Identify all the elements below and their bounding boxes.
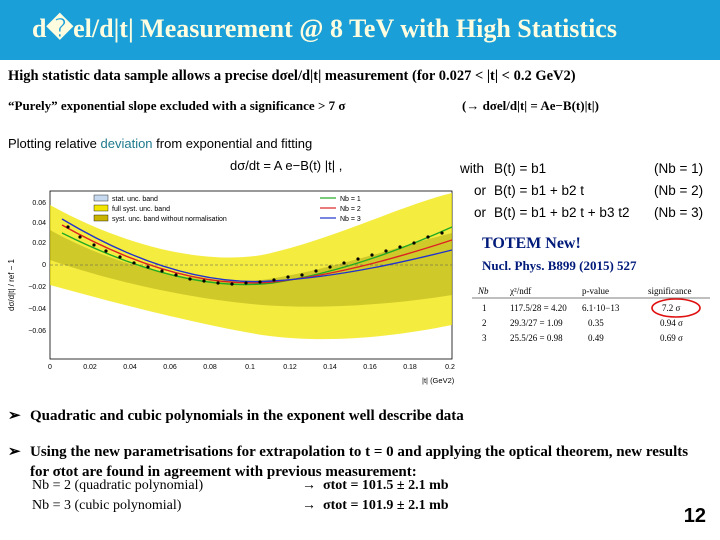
significance-highlight-circle	[651, 298, 701, 318]
y-ticks: 0.06 0.04 0.02 0 −0.02 −0.04 −0.06	[28, 200, 46, 335]
svg-text:7.2 σ: 7.2 σ	[662, 303, 681, 313]
svg-text:117.5/28 = 4.20: 117.5/28 = 4.20	[510, 303, 567, 313]
svg-text:χ²/ndf: χ²/ndf	[509, 286, 531, 296]
curve-nb3	[61, 218, 453, 283]
x-tick-label: 0.02	[83, 364, 97, 371]
plot-legend: stat. unc. band full syst. unc. band sys…	[93, 194, 361, 223]
x-tick-label: 0.04	[123, 364, 137, 371]
result-value: σtot = 101.5 ± 2.1 mb	[323, 478, 449, 493]
svg-text:dσ/d|t| / ref − 1: dσ/d|t| / ref − 1	[7, 258, 16, 311]
x-tick-label: 0.2	[445, 364, 455, 371]
y-tick-label: 0.04	[32, 220, 46, 227]
results-labels: Nb = 2 (quadratic polynomial) Nb = 3 (cu…	[32, 476, 203, 516]
slide-title: d�el/d|t| Measurement @ 8 TeV with High …	[32, 14, 617, 43]
table-row: 1 117.5/28 = 4.20 6.1·10−13 7.2 σ	[482, 303, 681, 313]
plotting-formula: dσ/dt = A e−B(t) |t| ,	[230, 158, 343, 173]
x-tick-label: 0.16	[363, 364, 377, 371]
svg-text:25.5/26 = 0.98: 25.5/26 = 0.98	[510, 333, 563, 343]
arrow-right-icon: →	[302, 498, 323, 513]
intro-text: High statistic data sample allows a prec…	[8, 68, 576, 84]
legend-entry: full syst. unc. band	[112, 206, 170, 213]
y-axis-label: dσ/d|t| / ref − 1	[7, 258, 16, 311]
plotting-text-b: from exponential and fitting	[152, 136, 313, 151]
svg-text:3: 3	[482, 333, 487, 343]
table-row: 3 25.5/26 = 0.98 0.49 0.69 σ	[482, 333, 683, 343]
arrow-bullet-icon: ➢	[8, 408, 21, 424]
arrow-bullet-icon: ➢	[8, 444, 21, 460]
y-tick-label: 0.06	[32, 200, 46, 207]
bullet-item: ➢ Quadratic and cubic polynomials in the …	[8, 408, 464, 424]
totem-new-label: TOTEM New!	[482, 235, 581, 252]
y-tick-label: −0.04	[28, 306, 46, 313]
data-points	[66, 225, 444, 286]
reference-link[interactable]: Nucl. Phys. B899 (2015) 527	[482, 258, 637, 273]
svg-text:0.94 σ: 0.94 σ	[660, 318, 683, 328]
model-item: with B(t) = b1 (Nb = 1)	[460, 161, 704, 176]
svg-text:1: 1	[482, 303, 487, 313]
svg-text:p-value: p-value	[582, 286, 609, 296]
x-tick-label: 0.1	[245, 364, 255, 371]
x-tick-label: 0	[48, 364, 52, 371]
x-tick-label: 0.12	[283, 364, 297, 371]
purely-formula: (→ dσel/d|t| = Ae−B(t)|t|)	[462, 98, 599, 113]
bullet-item: ➢ Using the new parametrisations for ext…	[8, 444, 689, 480]
x-tick-label: 0.18	[403, 364, 417, 371]
svg-text:0.49: 0.49	[588, 333, 604, 343]
svg-text:29.3/27 = 1.09: 29.3/27 = 1.09	[510, 318, 563, 328]
model-item: or B(t) = b1 + b2 t (Nb = 2)	[473, 183, 704, 198]
purely-exponential-text: “Purely” exponential slope excluded with…	[8, 98, 346, 113]
legend-entry: stat. unc. band	[112, 196, 158, 203]
svg-text:6.1·10−13: 6.1·10−13	[582, 303, 620, 313]
syst-band-hatch	[50, 230, 452, 307]
slide-number: 12	[683, 505, 706, 527]
y-tick-label: −0.02	[28, 284, 46, 291]
result-label: Nb = 2 (quadratic polynomial)	[32, 478, 204, 493]
title-bar	[0, 0, 720, 60]
table-header: Nb χ²/ndf p-value significance	[477, 286, 691, 296]
plotting-text: Plotting relative deviation from exponen…	[8, 136, 312, 151]
x-ticks: 0 0.02 0.04 0.06 0.08 0.1 0.12 0.14 0.16…	[48, 364, 455, 371]
y-tick-label: −0.06	[28, 328, 46, 335]
table-row: 2 29.3/27 = 1.09 0.35 0.94 σ	[482, 318, 683, 328]
x-axis-label: |t| (GeV2)	[422, 376, 455, 385]
result-label: Nb = 3 (cubic polynomial)	[32, 498, 182, 513]
y-tick-label: 0	[42, 262, 46, 269]
legend-entry: syst. unc. band without normalisation	[112, 216, 227, 223]
x-tick-label: 0.08	[203, 364, 217, 371]
svg-text:Nb: Nb	[477, 286, 489, 296]
results-values: → σtot = 101.5 ± 2.1 mb → σtot = 101.9 ±…	[302, 476, 449, 516]
plotting-text-highlight: deviation	[100, 136, 153, 151]
y-tick-label: 0.02	[32, 240, 46, 247]
svg-text:significance: significance	[648, 286, 691, 296]
result-value: σtot = 101.9 ± 2.1 mb	[323, 498, 449, 513]
svg-text:2: 2	[482, 318, 487, 328]
curve-nb1	[61, 226, 453, 286]
model-list: with B(t) = b1 (Nb = 1) or B(t) = b1 + b2 t…	[460, 158, 703, 224]
legend-entry: Nb = 2	[340, 206, 361, 213]
arrow-right-icon: →	[302, 478, 323, 493]
deviation-plot: dσ/d|t| / ref − 1 stat. unc. band full s…	[2, 185, 462, 388]
legend-entry: Nb = 3	[340, 216, 361, 223]
model-item: or B(t) = b1 + b2 t + b3 t2 (Nb = 3)	[473, 205, 704, 220]
legend-entry: Nb = 1	[340, 196, 361, 203]
svg-text:0.35: 0.35	[588, 318, 604, 328]
syst-band	[50, 193, 452, 340]
svg-text:0.69 σ: 0.69 σ	[660, 333, 683, 343]
plotting-text-a: Plotting relative	[8, 136, 101, 151]
fit-results-table: Nb χ²/ndf p-value significance 1 117.5/2…	[470, 283, 712, 353]
curve-nb2	[61, 224, 453, 284]
x-tick-label: 0.14	[323, 364, 337, 371]
x-tick-label: 0.06	[163, 364, 177, 371]
